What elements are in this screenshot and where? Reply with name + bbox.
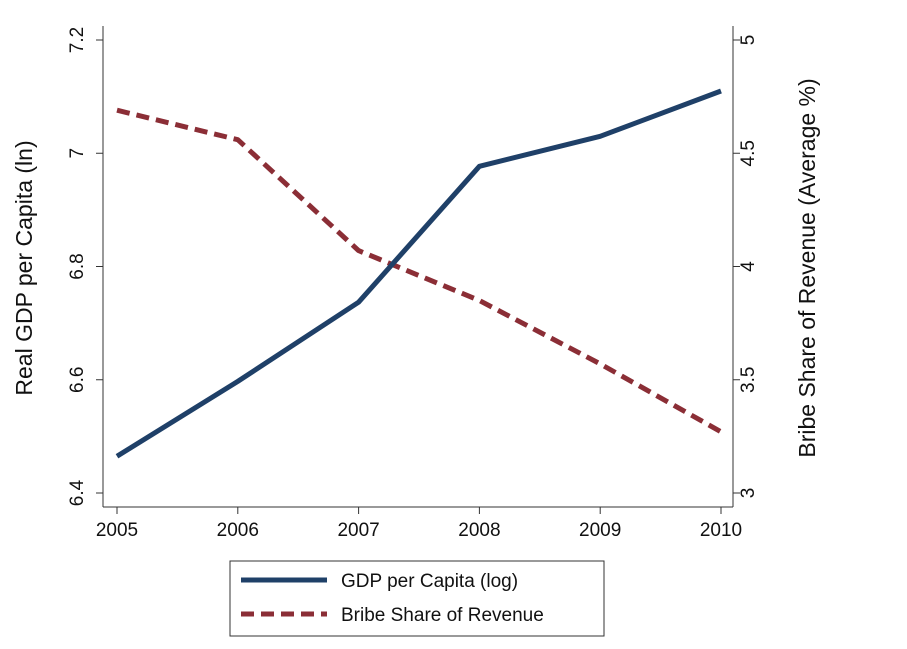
x-tick-label: 2008 (458, 520, 500, 541)
y-left-tick-label: 7.2 (67, 27, 88, 53)
x-tick-label: 2007 (337, 520, 379, 541)
x-tick-label: 2005 (96, 520, 138, 541)
y-right-tick-label: 5 (738, 35, 759, 46)
legend-box (229, 560, 605, 637)
x-tick-label: 2009 (579, 520, 621, 541)
x-tick-label: 2006 (217, 520, 259, 541)
y-left-tick-label: 6.6 (67, 367, 88, 393)
y-right-tick-label: 3 (738, 488, 759, 499)
legend-label-gdp: GDP per Capita (log) (341, 571, 518, 592)
y-right-tick-label: 3.5 (738, 367, 759, 393)
y-right-axis-title: Bribe Share of Revenue (Average %) (794, 78, 820, 457)
series-lines (115, 88, 723, 459)
series-line-bribe (116, 107, 723, 434)
y-left-tick-label: 6.8 (67, 253, 88, 279)
y-right-tick-label: 4.5 (738, 140, 759, 166)
x-tick-label: 2010 (700, 520, 742, 541)
legend-label-bribe: Bribe Share of Revenue (341, 605, 544, 626)
y-right-tick-label: 4 (738, 261, 759, 272)
y-left-tick-label: 6.4 (67, 479, 88, 506)
legend: GDP per Capita (log) Bribe Share of Reve… (229, 560, 605, 637)
series-line-gdp (115, 88, 722, 459)
axes: 2005 2006 2007 2008 2009 2010 6.4 6.6 6.8 7 7.2 3 3.… (67, 26, 759, 541)
y-left-tick-label: 7 (67, 148, 88, 159)
y-left-axis-title: Real GDP per Capita (ln) (11, 140, 37, 395)
